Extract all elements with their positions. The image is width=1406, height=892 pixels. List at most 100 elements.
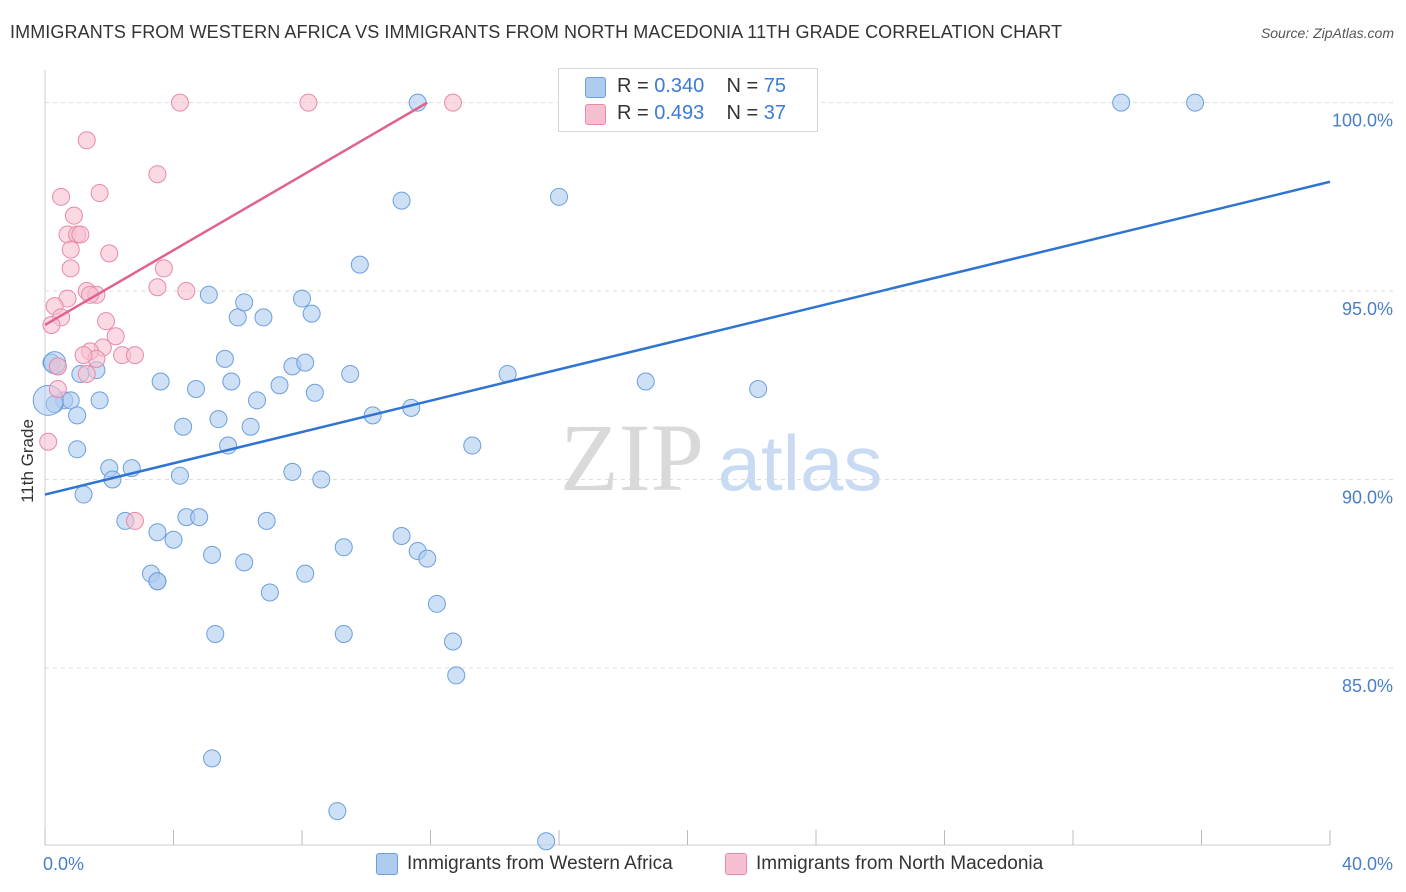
data-point-western-africa (186, 380, 205, 399)
watermark-atlas: atlas (718, 419, 883, 507)
data-point-north-macedonia (100, 244, 119, 263)
series-north-macedonia (39, 93, 462, 530)
data-point-north-macedonia (177, 282, 196, 301)
legend-swatch-blue (585, 77, 606, 98)
data-point-western-africa (206, 624, 225, 643)
data-point-north-macedonia (71, 225, 90, 244)
data-point-western-africa (392, 526, 411, 545)
y-axis-label: 11th Grade (18, 419, 37, 503)
data-point-western-africa (203, 749, 222, 768)
data-point-western-africa (148, 523, 167, 542)
data-point-north-macedonia (170, 93, 189, 112)
trend-lines (44, 101, 1331, 496)
data-point-western-africa (151, 372, 170, 391)
data-point-north-macedonia (148, 165, 167, 184)
data-point-north-macedonia (299, 93, 318, 112)
data-point-western-africa (283, 462, 302, 481)
data-point-western-africa (260, 583, 279, 602)
y-tick-labels: 85.0% 90.0% 95.0% 100.0% (1332, 111, 1393, 696)
legend-n-value-blue: 75 (763, 75, 787, 97)
data-point-western-africa (257, 511, 276, 530)
data-point-north-macedonia (77, 364, 96, 383)
y-tick-label: 95.0% (1342, 299, 1393, 319)
data-point-western-africa (427, 594, 446, 613)
data-point-western-africa (334, 624, 353, 643)
data-point-western-africa (537, 832, 556, 851)
data-point-western-africa (203, 545, 222, 564)
trend-line-western-africa (44, 180, 1331, 496)
data-point-north-macedonia (42, 315, 61, 334)
legend-n-label: N = (726, 75, 759, 97)
watermark: ZIP atlas (560, 404, 882, 511)
bottom-legend-label-blue: Immigrants from Western Africa (407, 853, 673, 874)
bottom-legend-swatch-blue (376, 853, 398, 875)
data-point-western-africa (392, 191, 411, 210)
data-point-western-africa (334, 538, 353, 557)
legend-r-label: R = (617, 75, 649, 97)
data-point-western-africa (254, 308, 273, 327)
data-point-western-africa (148, 572, 167, 591)
stats-legend: R = 0.340 N = 75 R = 0.493 N = 37 (558, 68, 818, 132)
x-tick-label-max: 40.0% (1342, 854, 1393, 874)
data-point-north-macedonia (443, 93, 462, 112)
chart-source: Source: ZipAtlas.com (1260, 25, 1394, 41)
data-point-western-africa (302, 304, 321, 323)
data-point-north-macedonia (48, 357, 67, 376)
data-point-western-africa (241, 417, 260, 436)
x-tick-label-min: 0.0% (43, 854, 84, 874)
data-point-north-macedonia (77, 131, 96, 150)
data-point-western-africa (328, 802, 347, 821)
data-point-western-africa (209, 410, 228, 429)
data-point-north-macedonia (125, 511, 144, 530)
data-point-western-africa (443, 632, 462, 651)
data-point-western-africa (215, 349, 234, 368)
data-point-north-macedonia (148, 278, 167, 297)
grid-lines (45, 102, 1395, 669)
data-point-western-africa (228, 308, 247, 327)
data-point-western-africa (222, 372, 241, 391)
data-point-north-macedonia (154, 259, 173, 278)
data-point-western-africa (463, 436, 482, 455)
trend-line-north-macedonia (44, 101, 428, 327)
data-point-north-macedonia (90, 184, 109, 203)
data-point-western-africa (418, 549, 437, 568)
data-point-western-africa (68, 406, 87, 425)
data-point-north-macedonia (61, 240, 80, 259)
data-point-north-macedonia (48, 380, 67, 399)
legend-r-value-pink: 0.493 (654, 102, 705, 124)
data-point-western-africa (350, 255, 369, 274)
data-point-western-africa (1112, 93, 1131, 112)
data-point-north-macedonia (97, 312, 116, 331)
data-point-western-africa (235, 293, 254, 312)
data-point-western-africa (270, 376, 289, 395)
data-point-western-africa (636, 372, 655, 391)
bottom-legend-swatch-pink (725, 853, 747, 875)
data-point-western-africa (170, 466, 189, 485)
data-point-western-africa (90, 391, 109, 410)
data-point-western-africa (550, 187, 568, 206)
data-point-western-africa (749, 380, 768, 399)
data-point-north-macedonia (125, 346, 144, 365)
data-point-western-africa (293, 289, 311, 308)
data-point-western-africa (248, 391, 267, 410)
legend-swatch-pink (585, 104, 606, 125)
legend-r-value-blue: 0.340 (654, 75, 705, 97)
data-point-western-africa (312, 470, 331, 489)
data-point-north-macedonia (39, 432, 58, 451)
data-point-north-macedonia (52, 187, 71, 206)
data-point-western-africa (1186, 93, 1205, 112)
watermark-zip: ZIP (560, 404, 704, 511)
data-point-north-macedonia (61, 259, 80, 278)
y-tick-label: 90.0% (1342, 487, 1393, 507)
legend-n-label: N = (726, 102, 759, 124)
data-point-western-africa (74, 485, 93, 504)
data-point-western-africa (174, 417, 193, 436)
axes (44, 70, 1331, 846)
data-point-north-macedonia (64, 206, 83, 225)
data-point-north-macedonia (74, 346, 93, 365)
chart-title: IMMIGRANTS FROM WESTERN AFRICA VS IMMIGR… (10, 22, 1063, 42)
bottom-legend-label-pink: Immigrants from North Macedonia (756, 853, 1044, 874)
y-tick-label: 100.0% (1332, 111, 1393, 131)
x-tick-labels: 0.0% 40.0% (43, 854, 1393, 874)
